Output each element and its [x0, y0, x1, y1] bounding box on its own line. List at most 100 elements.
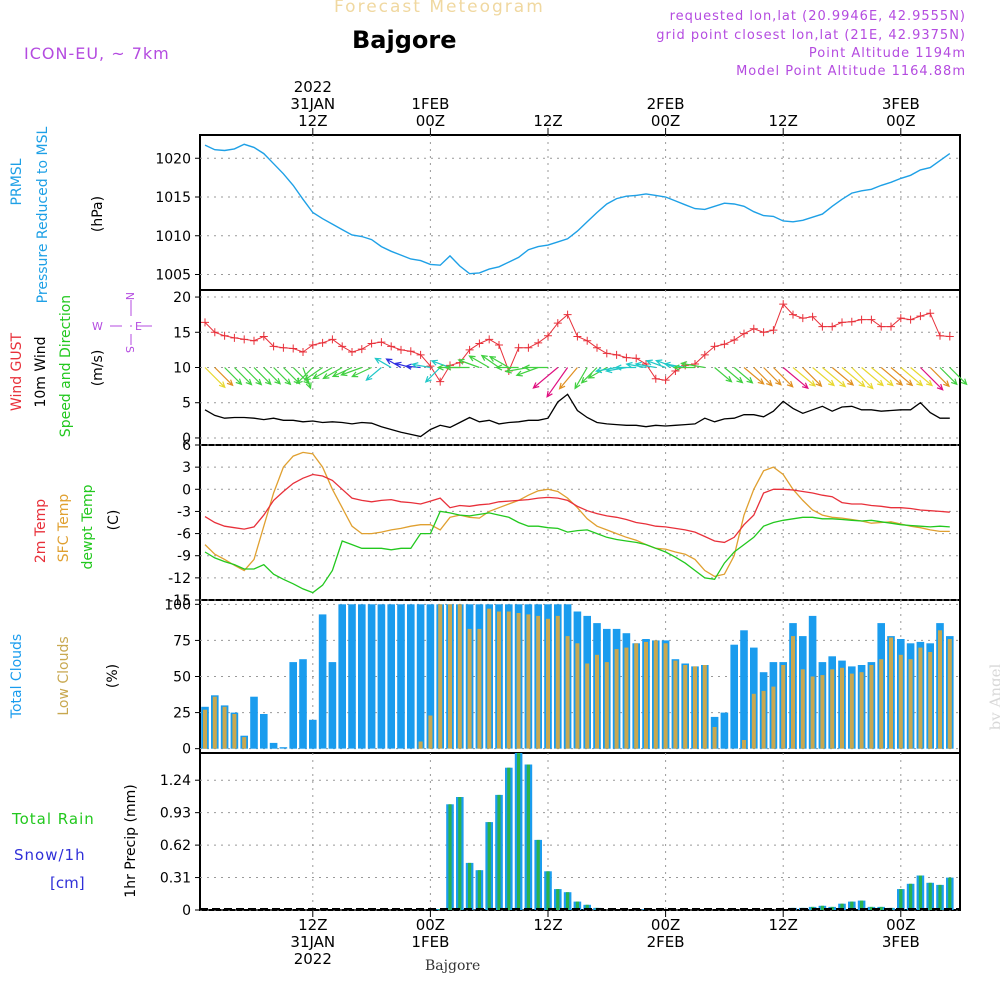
wind-arrow — [714, 367, 733, 383]
gust-marker — [818, 322, 827, 331]
gust-marker — [426, 362, 435, 371]
y-tick-label: -9 — [177, 549, 191, 565]
wind-arrow — [351, 366, 372, 378]
total-clouds-label: Total Clouds — [9, 634, 25, 719]
gust-marker — [514, 343, 523, 352]
wind-arrow — [890, 367, 914, 387]
total-cloud-bar — [348, 604, 356, 749]
low-cloud-bar — [840, 667, 844, 749]
wind-arrow — [263, 367, 282, 385]
gust-marker — [318, 338, 327, 347]
temp-unit: (C) — [106, 510, 122, 531]
gust-marker — [563, 310, 572, 319]
rain-bar-core — [850, 901, 854, 910]
total-cloud-bar — [260, 714, 268, 749]
gust-marker — [220, 331, 229, 340]
wind-arrow — [939, 367, 958, 386]
wind-arrow — [322, 366, 343, 380]
low-cloud-bar — [683, 665, 688, 749]
y-tick-label: -15 — [168, 593, 191, 609]
gust-marker — [485, 335, 494, 344]
low-cloud-bar — [526, 614, 531, 749]
gust-marker — [269, 342, 278, 351]
y-tick-label: 75 — [173, 633, 191, 649]
x-tick-label-top: 12Z — [533, 112, 562, 130]
y-tick-label: 0 — [182, 903, 191, 919]
x-tick-label-bottom: 31JAN — [290, 933, 335, 951]
x-tick-label-top: 2022 — [294, 78, 332, 96]
rain-bar-core — [526, 764, 530, 910]
gust-marker — [887, 322, 895, 331]
total-cloud-bar — [720, 712, 729, 749]
gust-marker — [622, 353, 631, 362]
pressure-label-2: Pressure Reduced to MSL — [35, 126, 51, 303]
y-tick-label: 1005 — [155, 268, 191, 284]
wind-arrow — [312, 366, 333, 380]
low-cloud-bar — [742, 740, 746, 749]
wind-arrow — [831, 367, 855, 386]
wind-arrow — [424, 367, 441, 383]
wind-unit: (m/s) — [90, 350, 106, 387]
gust-marker — [906, 315, 915, 324]
gust-marker — [691, 359, 699, 368]
low-cloud-bar — [830, 669, 835, 749]
wind-arrow — [214, 367, 234, 387]
rain-label: Total Rain — [11, 810, 95, 828]
pressure-unit: (hPa) — [90, 196, 106, 232]
gust-marker — [475, 339, 484, 348]
gust-marker — [279, 343, 288, 352]
gust-marker — [338, 342, 347, 351]
y-tick-label: 0 — [182, 742, 191, 758]
low-cloud-bar — [898, 654, 903, 749]
low-cloud-bar — [918, 647, 923, 749]
low-cloud-bar — [653, 640, 658, 749]
wind-arrow — [273, 367, 292, 386]
low-cloud-bar — [428, 715, 433, 749]
gust-marker — [495, 340, 503, 349]
compass-e: E — [135, 320, 142, 333]
gust-marker — [642, 359, 650, 368]
y-tick-label: 10 — [173, 361, 191, 377]
low-cloud-bar — [663, 643, 668, 749]
wind-arrow — [515, 366, 539, 377]
rain-bar-core — [585, 904, 589, 910]
low-cloud-bar — [555, 615, 560, 749]
rain-bar-core — [517, 753, 521, 910]
rain-bar-core — [458, 797, 462, 910]
gust-marker — [808, 312, 817, 321]
gust-line — [204, 303, 950, 383]
wind-arrow — [303, 367, 323, 381]
wind-arrow — [634, 361, 656, 369]
low-cloud-bar — [418, 741, 423, 749]
rain-bar-core — [948, 877, 952, 910]
low-cloud-bar — [604, 662, 609, 749]
wind-arrow — [822, 367, 847, 388]
rain-bar-core — [556, 889, 560, 910]
low-cloud-bar — [712, 727, 717, 749]
wind-arrow — [404, 363, 421, 370]
compass-rose — [110, 300, 152, 345]
wind-arrow — [340, 366, 363, 377]
gust-marker — [632, 354, 641, 363]
wind-arrow — [233, 367, 253, 386]
wind-label: 10m Wind — [33, 336, 49, 407]
wind-arrow — [871, 367, 894, 387]
low-cloud-bar — [644, 641, 648, 749]
rain-bar-core — [879, 906, 883, 910]
low-cloud-bar — [565, 636, 570, 749]
low-cloud-bar — [869, 665, 874, 749]
y-tick-label: 50 — [173, 670, 191, 686]
low-cloud-bar — [673, 660, 678, 749]
low-cloud-bar — [771, 686, 776, 749]
wind-speed-line — [204, 393, 950, 438]
rain-bar-core — [820, 905, 824, 910]
gust-marker — [259, 332, 268, 341]
wind-arrow — [949, 367, 968, 386]
rain-bar-core — [487, 822, 491, 910]
wind-arrow — [546, 367, 569, 398]
rain-bar-core — [938, 884, 942, 910]
gust-marker — [749, 324, 758, 333]
pressure-line — [204, 143, 951, 275]
wind-arrow — [900, 367, 924, 387]
